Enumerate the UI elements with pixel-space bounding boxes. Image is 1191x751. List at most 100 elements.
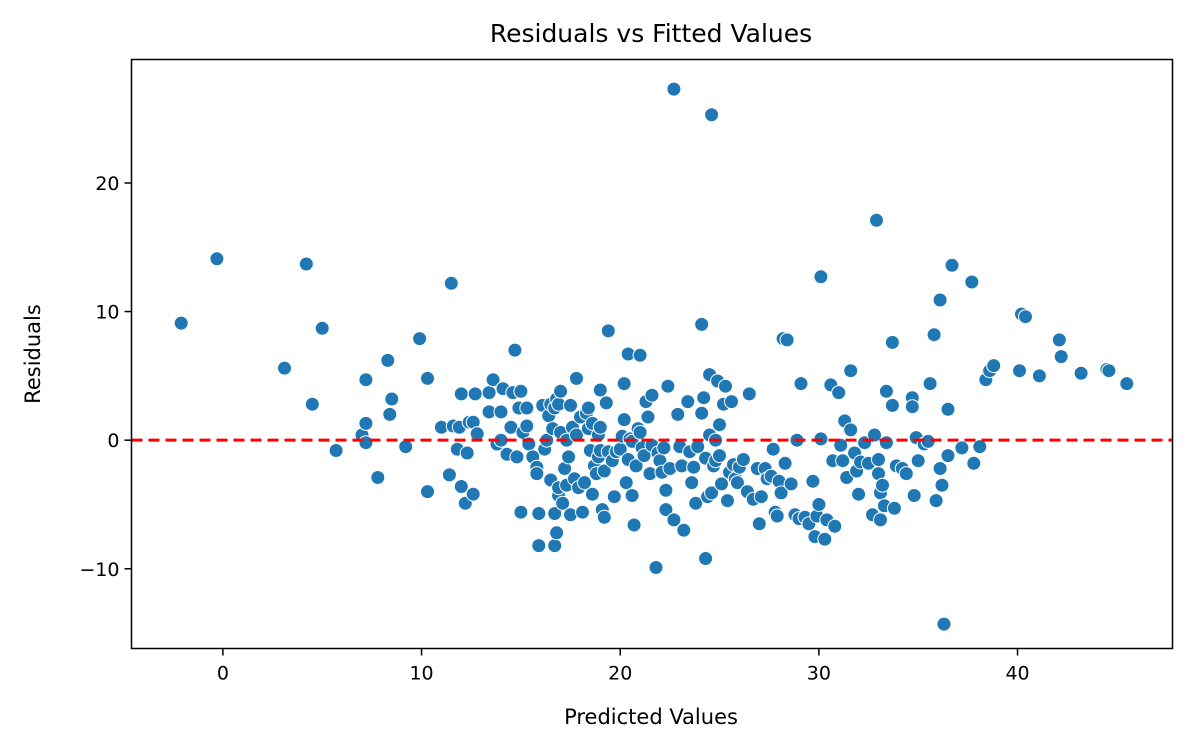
scatter-point <box>904 399 920 415</box>
scatter-point <box>569 427 584 443</box>
scatter-point <box>513 504 529 520</box>
scatter-point <box>741 386 757 402</box>
x-tick-label: 40 <box>1005 663 1029 685</box>
scatter-point <box>1119 376 1135 392</box>
scatter-point <box>972 439 988 455</box>
scatter-point <box>519 418 535 434</box>
scatter-point <box>459 445 475 461</box>
x-axis-label: Predicted Values <box>564 705 738 729</box>
scatter-point <box>658 502 674 518</box>
scatter-point <box>1018 309 1033 325</box>
y-axis-label: Residuals <box>21 304 45 404</box>
scatter-point <box>835 453 851 469</box>
scatter-point <box>596 463 612 479</box>
scatter-point <box>851 486 867 502</box>
scatter-point <box>932 461 948 476</box>
scatter-point <box>1012 363 1027 379</box>
scatter-point <box>1073 365 1089 381</box>
scatter-point <box>670 406 686 422</box>
scatter-point <box>694 316 710 332</box>
scatter-point <box>606 489 622 505</box>
x-axis-ticks: 0 10 20 30 40 <box>217 648 1030 685</box>
scatter-point <box>592 382 608 398</box>
scatter-point <box>173 315 189 331</box>
scatter-point <box>944 257 960 273</box>
scatter-point <box>553 383 569 399</box>
scatter-point <box>584 486 600 502</box>
scatter-point <box>648 560 664 575</box>
scatter-point <box>884 397 900 413</box>
scatter-point <box>519 400 535 416</box>
scatter-point <box>577 475 592 491</box>
scatter-point <box>940 448 956 464</box>
scatter-point <box>441 467 457 483</box>
scatter-point <box>549 525 565 541</box>
scatter-point <box>420 484 435 500</box>
scatter-point <box>485 372 501 388</box>
scatter-point <box>954 440 970 456</box>
scatter-point <box>898 466 914 482</box>
scatter-point <box>698 551 714 566</box>
scatter-point <box>869 212 884 228</box>
scatter-point <box>688 495 704 511</box>
scatter-point <box>328 443 344 458</box>
x-tick-label: 0 <box>217 663 229 685</box>
scatter-point <box>624 488 640 503</box>
scatter-point <box>563 397 578 413</box>
scatter-point <box>910 453 926 469</box>
scatter-point <box>926 327 942 343</box>
plot-area-frame <box>130 58 1174 650</box>
scatter-point <box>878 435 894 451</box>
scatter-point <box>704 485 720 501</box>
scatter-point <box>724 394 739 410</box>
scatter-point <box>547 538 563 554</box>
scatter-point <box>729 475 745 491</box>
scatter-point <box>569 370 584 386</box>
scatter-point <box>616 376 632 392</box>
scatter-point <box>531 538 547 554</box>
scatter-point <box>209 251 225 267</box>
scatter-point <box>420 370 435 386</box>
scatter-point <box>481 385 497 401</box>
scatter-point <box>358 415 374 431</box>
scatter-point <box>598 395 614 411</box>
scatter-point <box>658 482 674 498</box>
scatter-point <box>640 409 656 425</box>
scatter-point <box>928 493 944 509</box>
scatter-point <box>531 506 547 521</box>
scatter-point <box>298 256 314 272</box>
scatter-point <box>1053 349 1069 365</box>
scatter-point <box>932 292 948 308</box>
scatter-point <box>827 518 843 534</box>
scatter-point <box>632 347 648 363</box>
scatter-point <box>632 424 648 440</box>
y-tick-label: −10 <box>79 559 119 581</box>
scatter-point <box>304 396 320 412</box>
scatter-point <box>561 449 577 465</box>
scatter-point <box>783 476 799 492</box>
scatter-point <box>704 107 720 123</box>
scatter-point <box>773 485 789 501</box>
scatter-point <box>596 509 612 525</box>
scatter-point <box>714 476 729 492</box>
chart-title: Residuals vs Fitted Values <box>490 19 812 48</box>
scatter-point <box>831 385 847 401</box>
scatter-point <box>686 459 702 475</box>
y-tick-label: 10 <box>95 302 119 324</box>
scatter-point <box>469 426 485 442</box>
scatter-point <box>358 435 374 451</box>
scatter-point <box>843 363 859 379</box>
scatter-point <box>886 500 902 516</box>
scatter-point <box>666 512 682 528</box>
scatter-point <box>817 531 833 547</box>
scatter-point <box>443 275 459 291</box>
scatter-point <box>843 422 859 438</box>
scatter-point <box>875 477 890 493</box>
scatter-point <box>793 376 809 392</box>
scatter-point <box>718 378 733 394</box>
scatter-point <box>513 383 529 399</box>
scatter-point <box>626 517 642 533</box>
x-tick-label: 20 <box>608 663 632 685</box>
scatter-point <box>618 475 634 491</box>
scatter-point <box>580 400 596 416</box>
